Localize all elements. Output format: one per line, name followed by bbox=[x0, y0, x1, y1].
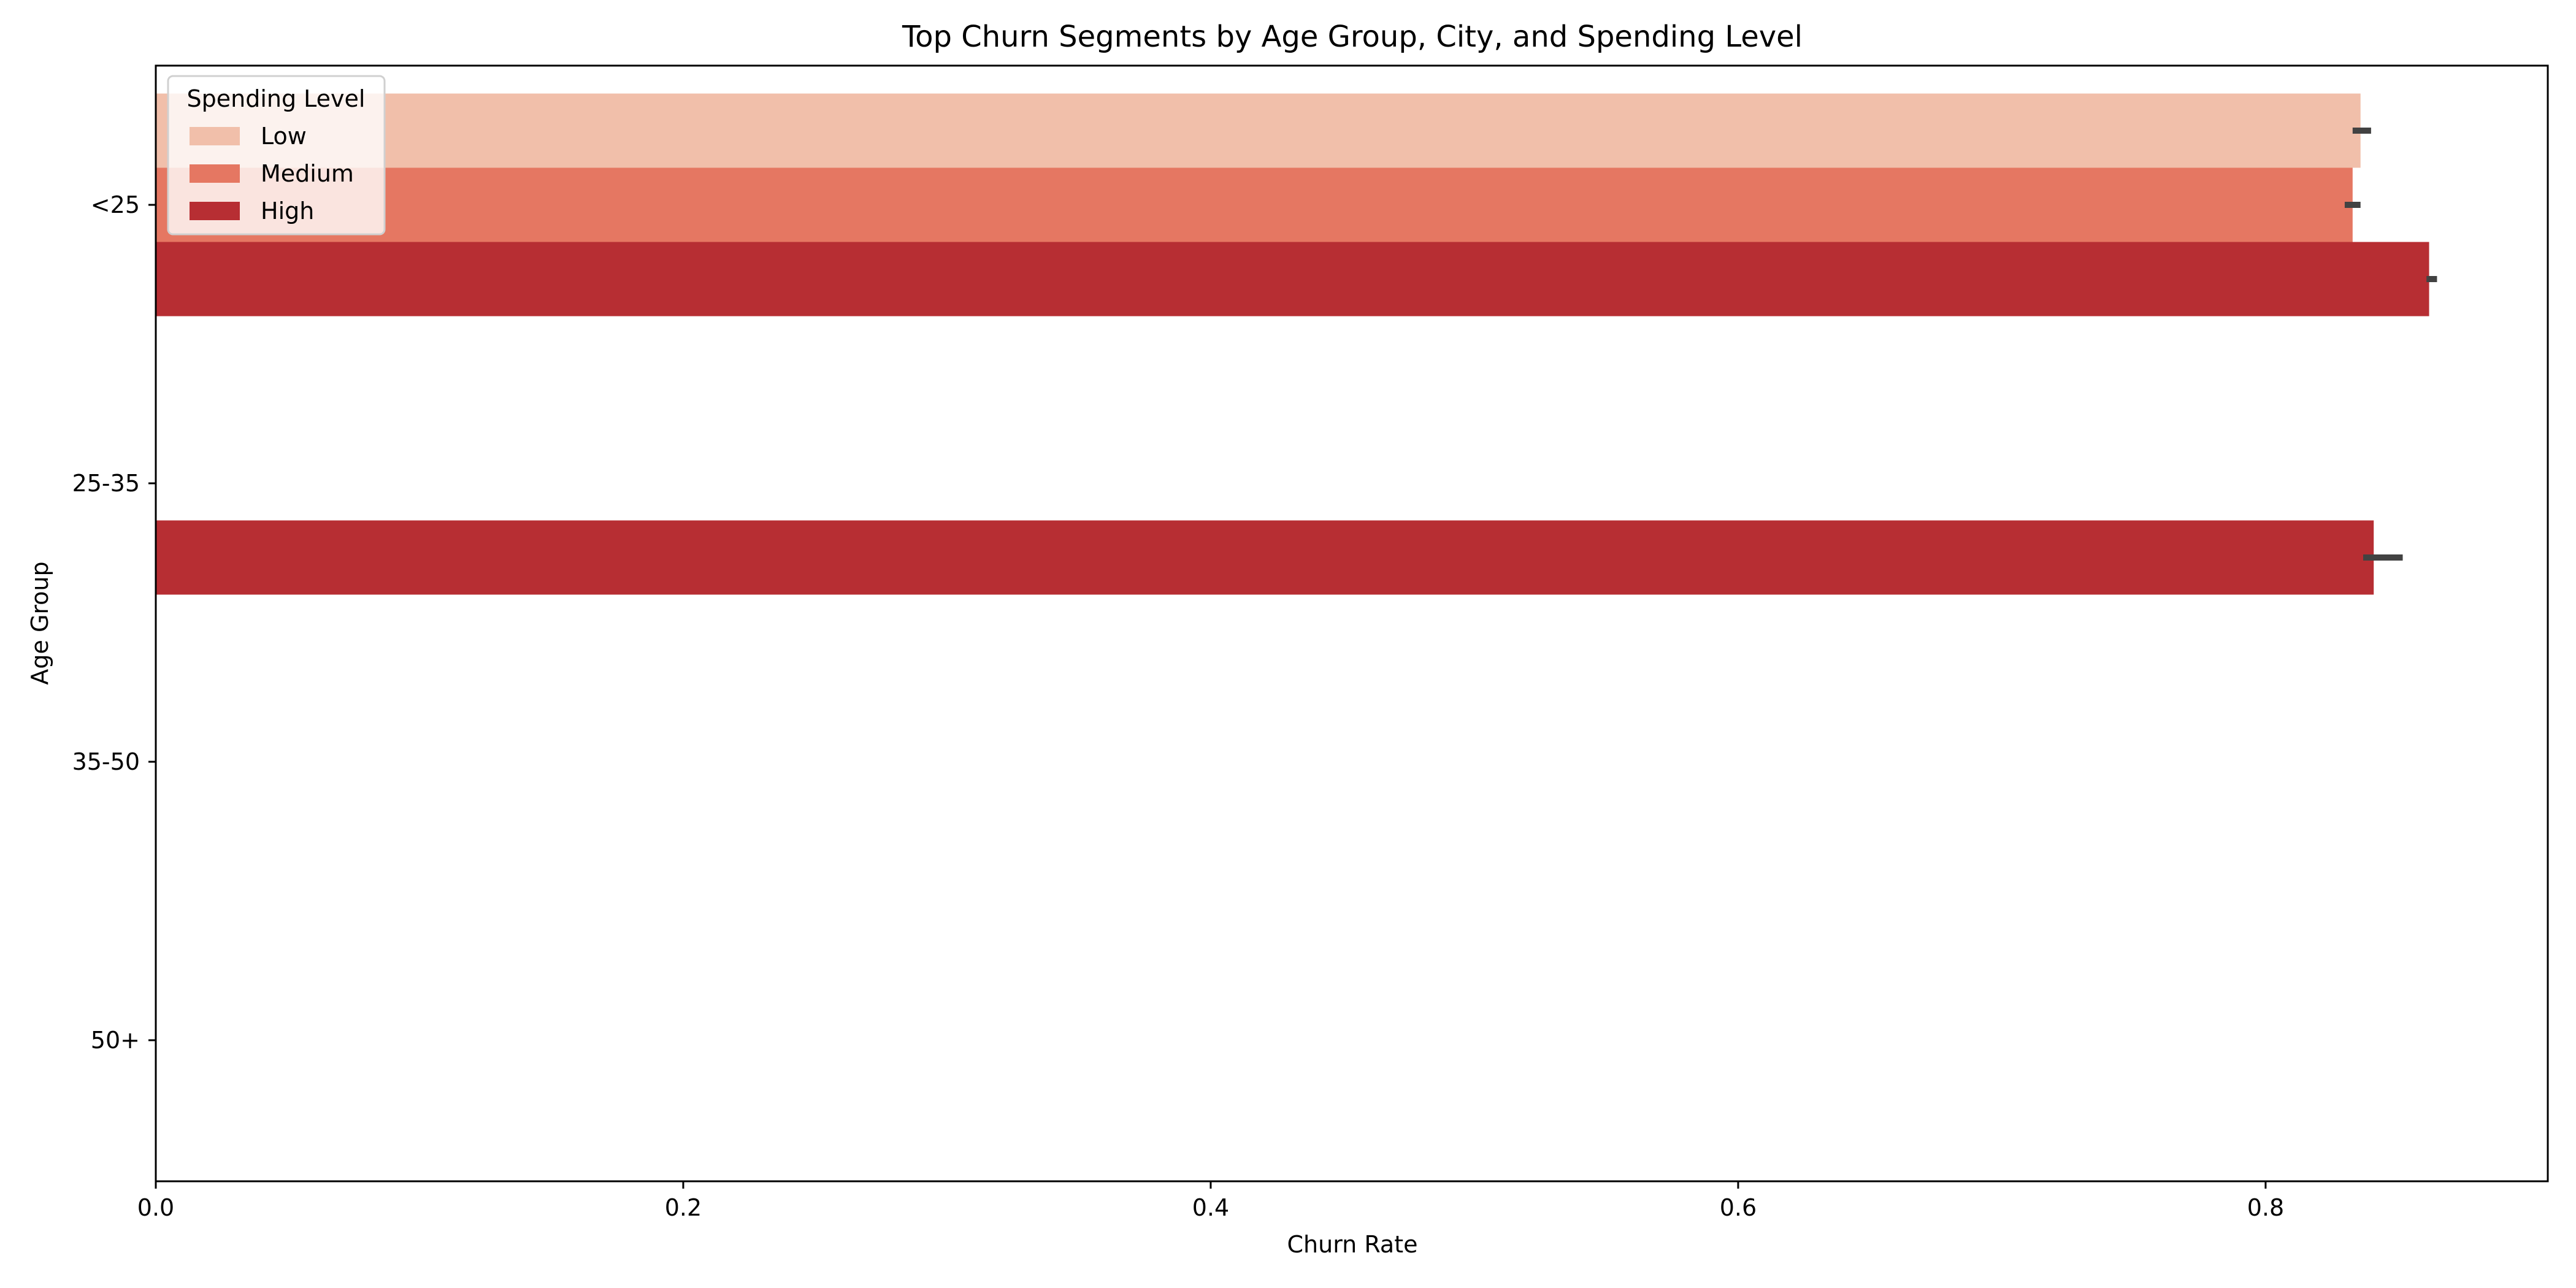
y-axis-label: Age Group bbox=[26, 561, 53, 684]
bar-25-high bbox=[156, 242, 2429, 316]
error-bars-layer bbox=[2344, 128, 2437, 561]
legend-label-high: High bbox=[261, 197, 314, 224]
legend-swatch-low bbox=[190, 127, 240, 145]
y-axis: <25 25-35 35-50 50+ bbox=[72, 191, 156, 1054]
legend-label-low: Low bbox=[261, 123, 307, 150]
y-tick-label: <25 bbox=[91, 191, 140, 218]
legend-title: Spending Level bbox=[187, 85, 366, 112]
legend-items: Low Medium High bbox=[190, 123, 354, 224]
legend-box bbox=[167, 75, 386, 236]
legend: Spending Level Low Medium High bbox=[167, 75, 386, 236]
x-axis-label: Churn Rate bbox=[1287, 1231, 1418, 1258]
x-tick-label: 0.8 bbox=[2247, 1194, 2284, 1221]
x-tick-label: 0.6 bbox=[1720, 1194, 1757, 1221]
plot-frame bbox=[155, 64, 2549, 1183]
y-tick-label: 50+ bbox=[91, 1027, 140, 1054]
legend-swatch-high bbox=[190, 202, 240, 220]
y-tick-label: 35-50 bbox=[72, 748, 140, 775]
bar-25-low bbox=[156, 93, 2361, 168]
bars-layer bbox=[156, 93, 2429, 595]
y-tick-label: 25-35 bbox=[72, 470, 140, 497]
chart-title: Top Churn Segments by Age Group, City, a… bbox=[902, 20, 1803, 54]
bar-25-35-high bbox=[156, 520, 2374, 595]
legend-swatch-medium bbox=[190, 164, 240, 183]
x-axis: 0.0 0.2 0.4 0.6 0.8 bbox=[137, 1181, 2284, 1221]
bar-25-medium bbox=[156, 167, 2353, 242]
x-tick-label: 0.0 bbox=[137, 1194, 174, 1221]
x-tick-label: 0.2 bbox=[665, 1194, 702, 1221]
legend-label-medium: Medium bbox=[261, 160, 354, 187]
x-tick-label: 0.4 bbox=[1192, 1194, 1229, 1221]
